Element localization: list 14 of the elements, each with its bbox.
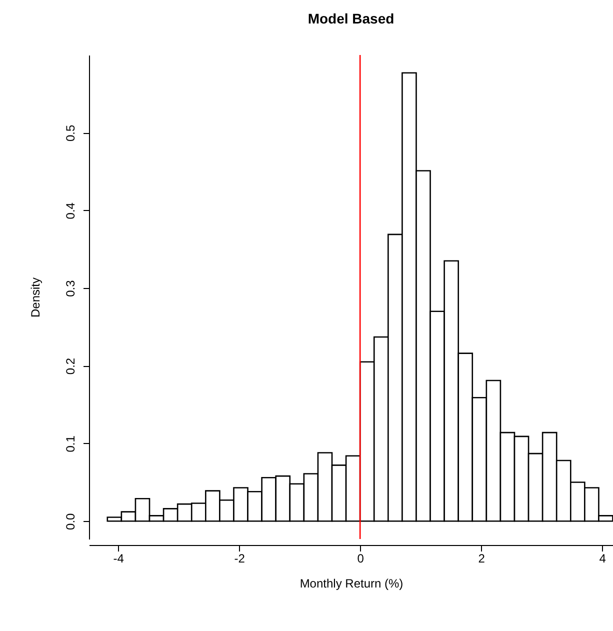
- y-tick-label: 0.0: [64, 512, 78, 530]
- y-tick-label: 0.4: [64, 202, 78, 220]
- x-tick-label: 2: [478, 552, 486, 566]
- chart-title: Model Based: [308, 10, 394, 26]
- y-tick-label: 0.2: [64, 358, 78, 375]
- y-tick-label: 0.1: [64, 435, 78, 452]
- y-tick-label: 0.5: [64, 124, 78, 142]
- x-tick-label: 0: [357, 552, 364, 566]
- x-tick-label: -2: [234, 552, 246, 566]
- y-axis-title: Density: [28, 277, 42, 318]
- x-tick-label: -4: [113, 552, 124, 566]
- y-tick-label: 0.3: [64, 280, 78, 297]
- x-axis-title: Monthly Return (%): [300, 576, 404, 590]
- x-tick-label: 4: [599, 552, 606, 566]
